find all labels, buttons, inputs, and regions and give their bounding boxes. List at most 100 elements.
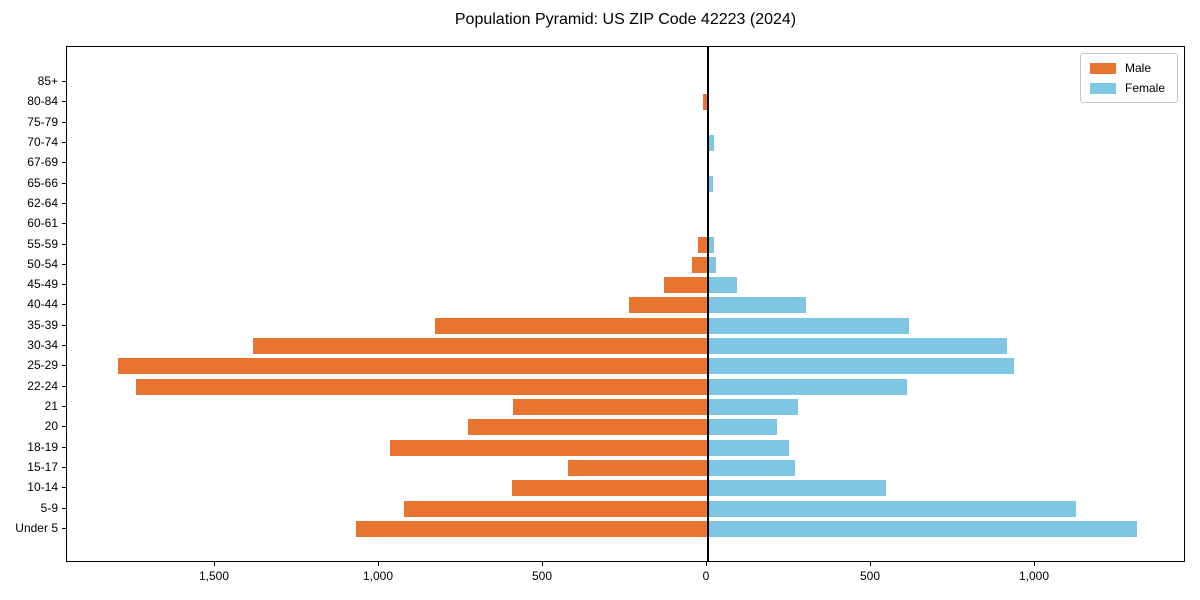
legend-label-female: Female [1124, 81, 1165, 95]
bar-female-25-29 [708, 358, 1014, 375]
bar-female-70-74 [708, 134, 715, 151]
y-tick-80-84 [62, 101, 66, 103]
y-tick-20 [62, 426, 66, 428]
y-axis-label-75-79: 75-79 [27, 114, 58, 129]
y-axis-label-18-19: 18-19 [27, 439, 58, 454]
chart-title: Population Pyramid: US ZIP Code 42223 (2… [454, 11, 797, 28]
y-axis-label-40-44: 40-44 [27, 297, 58, 312]
bar-male-15-17 [567, 460, 707, 477]
male-color-swatch [1089, 62, 1116, 74]
zero-axis-line [707, 47, 709, 561]
y-tick-under-5 [62, 527, 66, 529]
bar-female-10-14 [708, 480, 886, 497]
y-tick-35-39 [62, 324, 66, 326]
y-tick-67-69 [62, 162, 66, 164]
x-axis-label-1000: 1,000 [1018, 569, 1050, 583]
y-tick-65-66 [62, 182, 66, 184]
bar-male-under-5 [356, 520, 707, 537]
legend: Male Female [1079, 53, 1178, 103]
y-tick-85- [62, 81, 66, 82]
bar-male-10-14 [511, 480, 707, 497]
y-axis-label-22-24: 22-24 [27, 378, 58, 393]
bar-male-50-54 [691, 256, 707, 273]
y-tick-60-61 [62, 223, 66, 225]
bar-male-5-9 [403, 500, 707, 517]
y-tick-22-24 [62, 385, 66, 387]
y-tick-30-34 [62, 345, 66, 347]
y-tick-5-9 [62, 507, 66, 509]
y-axis-label-65-66: 65-66 [27, 175, 58, 190]
y-tick-40-44 [62, 304, 66, 306]
y-axis-label-55-59: 55-59 [27, 236, 58, 251]
x-axis-label--500: 500 [531, 569, 553, 583]
x-tick-1000 [1034, 562, 1035, 566]
legend-item-male: Male [1089, 61, 1165, 75]
bar-female-under-5 [708, 520, 1137, 537]
bar-male-18-19 [390, 439, 707, 456]
x-tick-500 [870, 562, 871, 566]
bar-female-35-39 [708, 317, 909, 334]
y-tick-75-79 [62, 121, 66, 123]
bar-male-25-29 [118, 358, 707, 375]
bar-female-55-59 [708, 236, 714, 253]
x-axis-label-500: 500 [859, 569, 881, 583]
legend-item-female: Female [1089, 81, 1165, 95]
legend-label-male: Male [1124, 61, 1151, 75]
bar-female-5-9 [708, 500, 1076, 517]
y-axis-label-5-9: 5-9 [40, 500, 58, 515]
y-tick-18-19 [62, 446, 66, 448]
y-tick-55-59 [62, 243, 66, 245]
y-axis-label-under-5: Under 5 [15, 520, 58, 535]
bar-male-30-34 [252, 338, 707, 355]
y-axis-label-67-69: 67-69 [27, 155, 58, 170]
y-axis-label-15-17: 15-17 [27, 460, 58, 475]
bar-female-45-49 [708, 277, 738, 294]
x-axis-label--1000: 1,000 [362, 569, 394, 583]
y-tick-50-54 [62, 263, 66, 265]
y-tick-10-14 [62, 487, 66, 489]
bar-male-22-24 [136, 378, 707, 395]
bar-female-30-34 [708, 338, 1007, 355]
y-axis-label-20: 20 [44, 419, 58, 434]
y-axis-label-25-29: 25-29 [27, 358, 58, 373]
bar-male-21 [513, 399, 707, 416]
bar-female-65-66 [708, 175, 713, 192]
bar-female-15-17 [708, 460, 796, 477]
y-axis-label-70-74: 70-74 [27, 134, 58, 149]
bar-female-22-24 [708, 378, 907, 395]
plot-area: Male Female [66, 46, 1185, 562]
y-tick-15-17 [62, 467, 66, 469]
y-axis-label-30-34: 30-34 [27, 338, 58, 353]
bar-female-20 [708, 419, 778, 436]
y-axis-label-35-39: 35-39 [27, 317, 58, 332]
x-tick-0 [706, 562, 707, 566]
y-axis-label-80-84: 80-84 [27, 94, 58, 109]
bar-female-40-44 [708, 297, 806, 314]
bar-male-20 [467, 419, 707, 436]
bar-male-80-84 [703, 94, 707, 111]
bar-male-40-44 [629, 297, 707, 314]
y-axis-label-21: 21 [44, 399, 58, 414]
bar-female-50-54 [708, 256, 717, 273]
x-axis-label--1500: 1,500 [198, 569, 230, 583]
x-tick--500 [542, 562, 543, 566]
bar-male-45-49 [663, 277, 707, 294]
y-axis-label-10-14: 10-14 [27, 480, 58, 495]
y-axis-label-45-49: 45-49 [27, 277, 58, 292]
y-tick-45-49 [62, 284, 66, 286]
x-tick--1500 [214, 562, 215, 566]
bar-male-35-39 [434, 317, 707, 334]
y-axis-label-62-64: 62-64 [27, 195, 58, 210]
y-tick-62-64 [62, 202, 66, 204]
y-tick-21 [62, 406, 66, 408]
y-axis-label-50-54: 50-54 [27, 256, 58, 271]
y-axis-label-60-61: 60-61 [27, 216, 58, 231]
y-tick-25-29 [62, 365, 66, 367]
female-color-swatch [1089, 82, 1116, 94]
bar-female-18-19 [708, 439, 789, 456]
bar-female-21 [708, 399, 799, 416]
y-tick-70-74 [62, 141, 66, 143]
y-axis-label-85-: 85+ [37, 74, 58, 88]
x-axis-label-0: 0 [702, 569, 710, 583]
